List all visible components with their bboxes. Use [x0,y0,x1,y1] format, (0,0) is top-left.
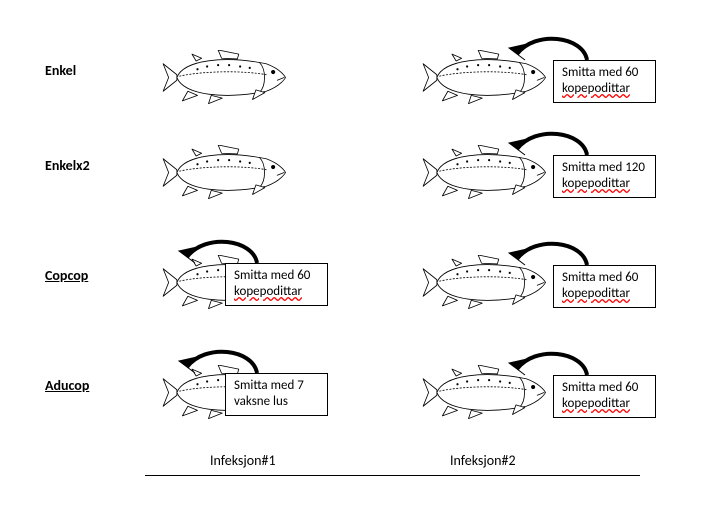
row-enkelx2: Enkelx2 [0,135,705,215]
box-line1: Smitta med 60 [562,380,638,395]
fish-enkelx2-col1 [160,145,290,200]
axis-line [145,475,640,476]
box-enkel-col2: Smitta med 60 kopepodittar [553,60,656,103]
box-line1: Smitta med 60 [562,270,638,285]
box-line2: kopepodittar [562,176,630,191]
axis-label-1: Infeksjon#1 [210,452,276,469]
fish-enkel-col2 [420,50,550,105]
fish-aducop-col2 [420,365,550,420]
box-line1: Smitta med 7 [234,378,304,393]
axis-label-2: Infeksjon#2 [450,452,516,469]
box-line1: Smitta med 60 [234,268,310,283]
box-line2: kopepodittar [562,81,630,96]
fish-copcop-col2 [420,255,550,310]
box-line1: Smitta med 60 [562,65,638,80]
fish-enkel-col1 [160,50,290,105]
box-copcop-col1: Smitta med 60 kopepodittar [225,263,328,306]
box-line2: kopepodittar [234,284,302,299]
box-line1: Smitta med 120 [562,160,645,175]
box-aducop-col1: Smitta med 7 vaksne lus [225,373,328,416]
row-label-enkelx2: Enkelx2 [45,157,90,174]
row-label-enkel: Enkel [45,62,76,79]
row-label-aducop: Aducop [45,377,89,394]
box-line2: vaksne lus [234,394,288,409]
box-line2: kopepodittar [562,286,630,301]
box-enkelx2-col2: Smitta med 120 kopepodittar [553,155,656,198]
row-aducop: Aducop Smitta med 7 va [0,355,705,435]
row-enkel: Enkel [0,40,705,120]
box-line2: kopepodittar [562,396,630,411]
fish-enkelx2-col2 [420,145,550,200]
row-copcop: Copcop Smitta med 60 k [0,245,705,325]
box-copcop-col2: Smitta med 60 kopepodittar [553,265,656,308]
row-label-copcop: Copcop [45,267,88,284]
box-aducop-col2: Smitta med 60 kopepodittar [553,375,656,418]
